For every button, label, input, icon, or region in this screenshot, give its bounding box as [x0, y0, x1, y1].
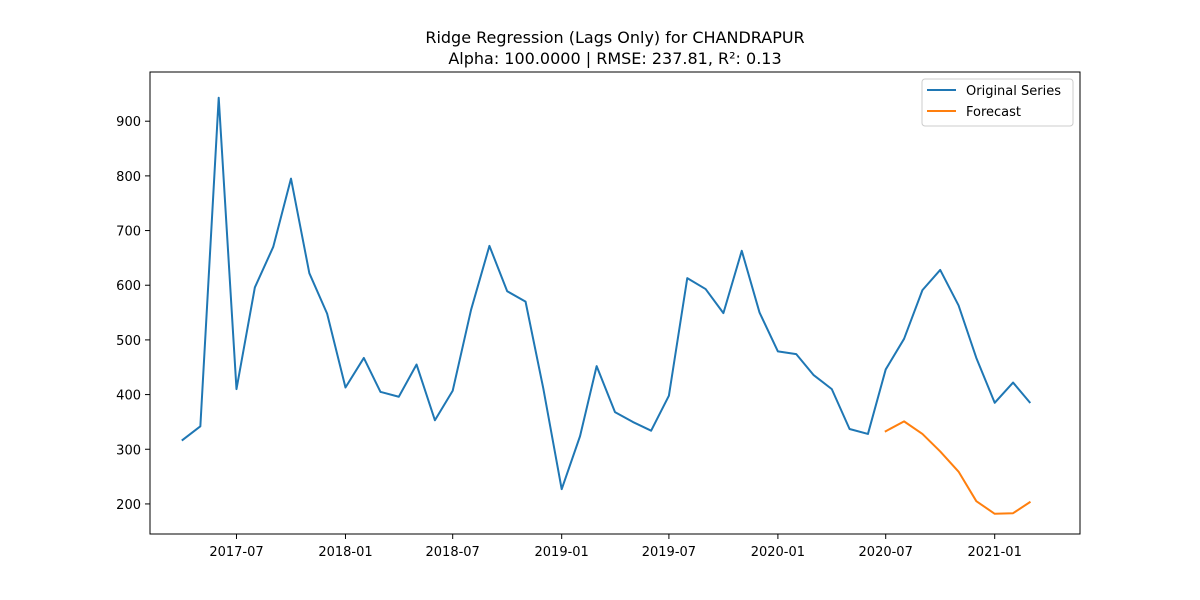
series-line-1 — [884, 420, 1032, 515]
x-tick-label-4: 2019-07 — [642, 545, 696, 560]
plot-area-frame — [149, 71, 1081, 535]
x-tick-label-5: 2020-01 — [751, 545, 805, 560]
x-tick-label-1: 2018-01 — [318, 545, 372, 560]
x-axis: 2017-07 2018-01 2018-07 2019-01 2019-07 2020-… — [209, 534, 1022, 560]
y-axis: 200 300 400 500 600 700 800 900 — [116, 115, 150, 513]
y-tick-label-7: 900 — [116, 115, 141, 130]
chart-title: Ridge Regression (Lags Only) for CHANDRA… — [425, 28, 804, 47]
y-tick-label-1: 300 — [116, 443, 141, 458]
x-tick-label-3: 2019-01 — [535, 545, 589, 560]
y-tick-label-0: 200 — [116, 498, 141, 513]
legend: Original Series Forecast — [921, 78, 1074, 127]
x-tick-label-0: 2017-07 — [209, 545, 263, 560]
legend-box — [921, 78, 1074, 127]
x-tick-label-2: 2018-07 — [426, 545, 480, 560]
y-tick-label-2: 400 — [116, 389, 141, 404]
legend-label-forecast: Forecast — [966, 105, 1021, 120]
legend-label-original: Original Series — [966, 84, 1061, 99]
series-line-0 — [181, 96, 1032, 491]
y-tick-label-6: 800 — [116, 170, 141, 185]
x-tick-label-7: 2021-01 — [968, 545, 1022, 560]
y-tick-label-4: 600 — [116, 279, 141, 294]
x-tick-label-6: 2020-07 — [859, 545, 913, 560]
y-tick-label-3: 500 — [116, 334, 141, 349]
chart-subtitle: Alpha: 100.0000 | RMSE: 237.81, R²: 0.13 — [448, 49, 781, 68]
y-tick-label-5: 700 — [116, 225, 141, 240]
plot-lines — [181, 96, 1032, 515]
